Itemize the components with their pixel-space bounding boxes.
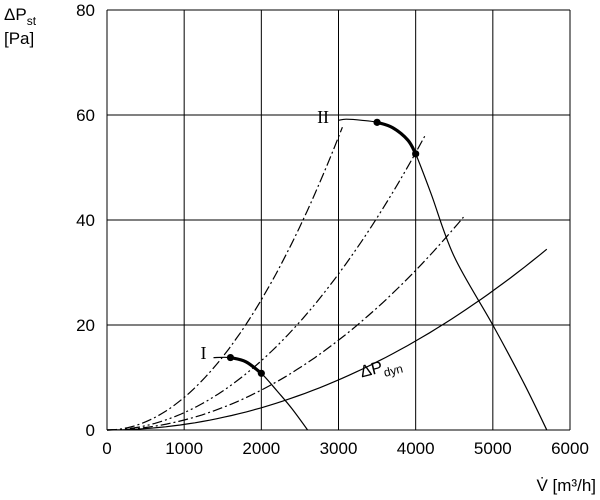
x-tick-label-6000: 6000: [551, 439, 589, 458]
y-tick-label-40: 40: [76, 211, 95, 230]
y-tick-label-20: 20: [76, 316, 95, 335]
x-tick-label-4000: 4000: [397, 439, 435, 458]
y-axis-unit: [Pa]: [4, 29, 34, 48]
y-tick-label-60: 60: [76, 106, 95, 125]
y-axis-title: ΔPst: [4, 5, 37, 28]
x-tick-label-5000: 5000: [474, 439, 512, 458]
dynamic-pressure-label: ΔPdyn: [358, 353, 404, 385]
x-tick-label-1000: 1000: [165, 439, 203, 458]
x-tick-label-3000: 3000: [320, 439, 358, 458]
operating-points: [226, 118, 420, 377]
curve-label-II: II: [317, 107, 329, 127]
fan-characteristic-I: [213, 356, 309, 431]
tick-labels: 0 1000 2000 3000 4000 5000 6000 0 20 40 60 80: [76, 1, 589, 458]
system-curve-2: [106, 126, 343, 431]
operating-point-2: [257, 369, 265, 377]
system-curve-3: [106, 135, 426, 431]
dynamic-pressure-ΔP: [106, 248, 548, 431]
x-tick-label-2000: 2000: [242, 439, 280, 458]
y-tick-label-80: 80: [76, 1, 95, 20]
operating-point-4: [412, 150, 420, 158]
operating-range-II: [375, 120, 418, 156]
curves: [106, 118, 548, 431]
y-tick-label-0: 0: [86, 421, 95, 440]
grid: [106, 9, 571, 431]
system-curve-4: [106, 216, 464, 431]
x-axis-title: V̇ [m³/h]: [536, 476, 596, 495]
operating-point-3: [373, 118, 381, 126]
operating-point-1: [226, 353, 235, 362]
curve-label-I: I: [200, 343, 206, 363]
x-tick-label-0: 0: [102, 439, 111, 458]
